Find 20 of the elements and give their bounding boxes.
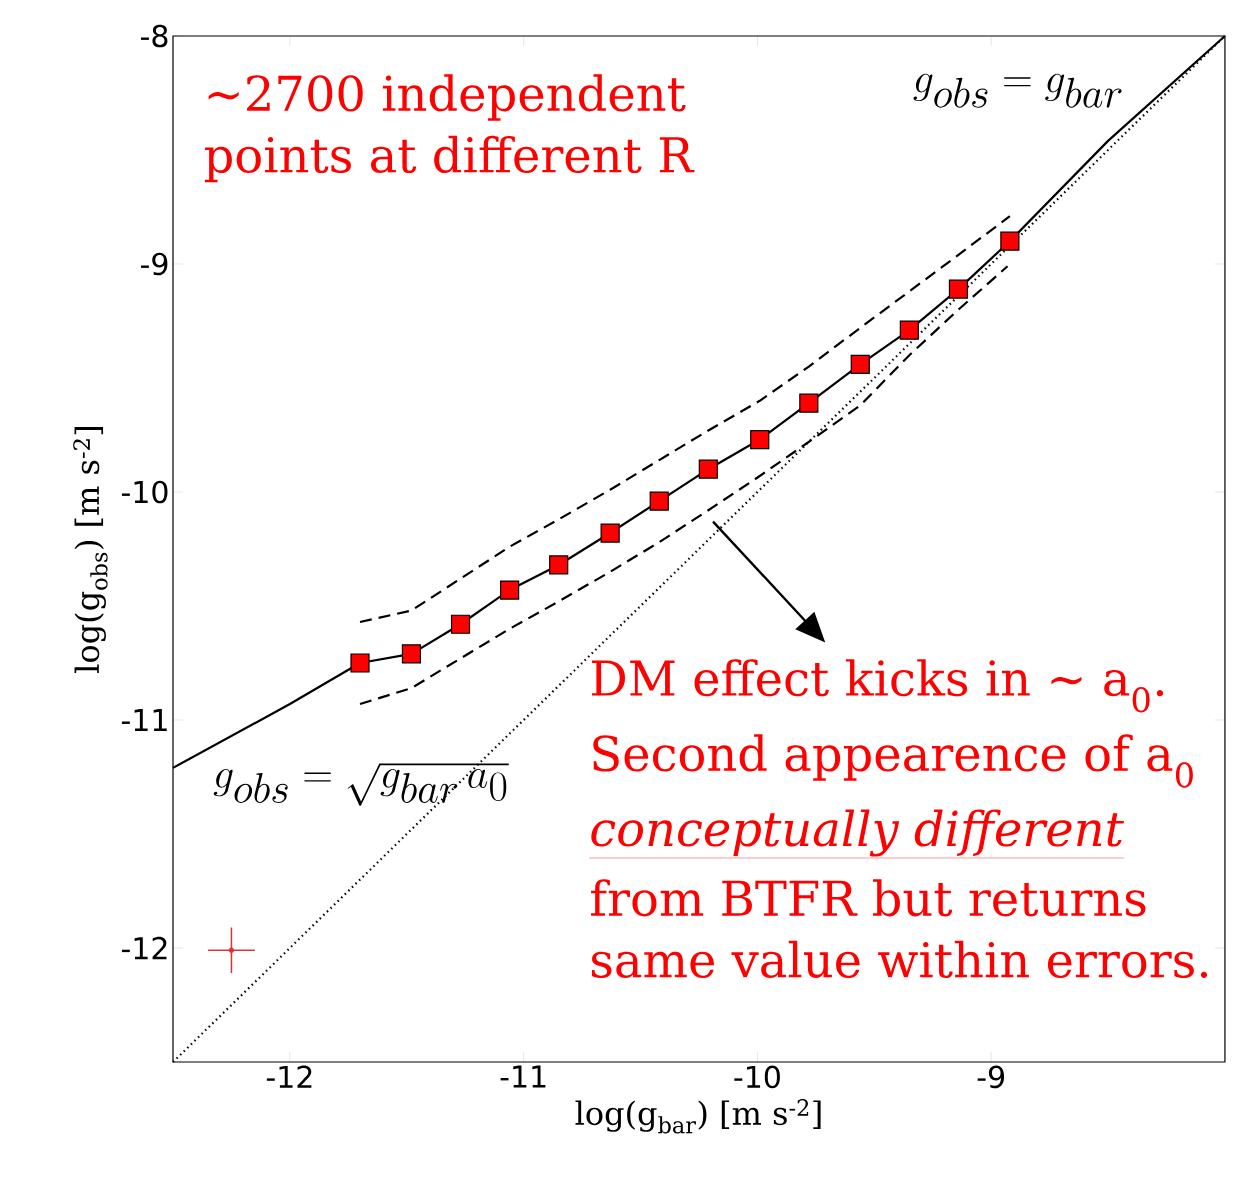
y-tick-label: -12	[121, 936, 167, 960]
annotation: Second appearence of a$_{0}$	[593, 734, 1193, 788]
annotation: conceptually different	[591, 809, 1124, 857]
x-tick-label: -9	[977, 1065, 1005, 1089]
annotation: from BTFR but returns	[591, 879, 1146, 917]
y-tick-label: -9	[141, 252, 168, 276]
x-tick-label: -10	[734, 1065, 780, 1089]
annotation: ~2700 independent	[208, 74, 686, 121]
annotation: $g_{obs}=\sqrt{g_{bar}\,a_0}$	[213, 763, 509, 806]
y-tick-label: -10	[121, 480, 168, 504]
x-axis-title: log(g$_{bar}$) [m s$^{-2}$]	[575, 1099, 821, 1134]
annotation: $g_{obs}=g_{bar}$	[913, 73, 1122, 108]
y-tick-label: -8	[141, 24, 168, 48]
x-tick-label: -11	[500, 1065, 546, 1088]
annotation: same value within errors.	[592, 940, 1208, 978]
annotation: points at different R	[204, 135, 695, 183]
x-tick-label: -12	[266, 1065, 312, 1088]
y-tick-label: -11	[121, 709, 167, 731]
annotation: DM effect kicks in ~ a$_{0}$.	[591, 659, 1164, 713]
y-axis-title: log(g$_{obs}$) [m s$^{-2}$]	[73, 426, 108, 673]
